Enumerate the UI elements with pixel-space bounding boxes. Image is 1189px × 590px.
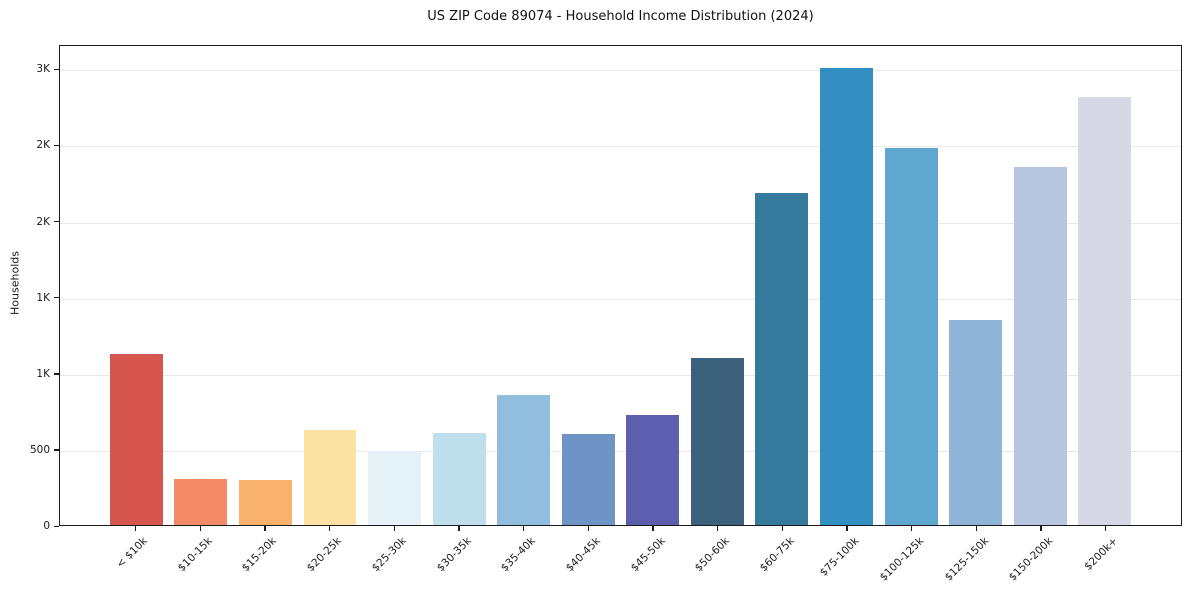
x-tick-mark (199, 526, 201, 531)
y-tick-label: 1K (36, 367, 50, 380)
x-tick-label: $200k+ (1082, 535, 1121, 573)
bar-slot (104, 46, 169, 525)
x-tick-label: $40-45k (563, 535, 603, 575)
bar (497, 394, 551, 525)
bar-slot (943, 46, 1008, 525)
gridline (60, 70, 1181, 72)
x-tick-mark (975, 526, 978, 531)
bar-slot (814, 46, 879, 525)
y-tick-mark (54, 297, 59, 299)
bar-slot (427, 46, 492, 525)
x-tick-label: $25-30k (369, 535, 409, 575)
x-tick-mark (717, 526, 719, 531)
bar (432, 432, 486, 525)
bar-slot (233, 46, 298, 525)
bar (820, 67, 873, 525)
x-tick-mark (134, 526, 137, 531)
bar (1013, 167, 1067, 525)
x-tick-label: $10-15k (175, 535, 215, 575)
chart-title: US ZIP Code 89074 - Household Income Dis… (427, 9, 814, 24)
x-tick-label: $125-150k (942, 535, 991, 584)
bar-slot (879, 46, 944, 525)
x-tick-mark (781, 526, 784, 531)
bar (949, 320, 1003, 525)
bar (174, 478, 228, 525)
bar (884, 148, 938, 525)
bar-slot (750, 46, 815, 525)
x-tick-mark (522, 526, 525, 531)
bar (561, 434, 615, 525)
bar (238, 479, 292, 525)
bar-slot (491, 46, 556, 525)
x-tick-label: $30-35k (434, 535, 474, 575)
y-tick-mark (54, 525, 59, 527)
gridline (60, 450, 1181, 452)
x-tick-label: $15-20k (240, 535, 280, 575)
bar-slot (362, 46, 427, 525)
y-tick-mark (54, 221, 59, 223)
x-tick-label: $75-100k (817, 535, 862, 579)
x-tick-label: $20-25k (304, 535, 344, 575)
plot-area (59, 45, 1182, 526)
bar (755, 193, 809, 525)
x-tick-mark (458, 526, 460, 531)
y-tick-label: 0 (43, 520, 50, 532)
y-tick-mark (54, 449, 59, 451)
x-tick-label: $100-125k (877, 535, 927, 584)
bar-slot (685, 46, 750, 525)
bar-slot (1008, 46, 1073, 525)
x-tick-label: $50-60k (692, 535, 733, 575)
gridline (60, 222, 1181, 224)
x-tick-mark (846, 526, 848, 531)
bars-layer (60, 46, 1181, 525)
y-tick-mark (54, 68, 59, 71)
x-tick-label: $45-50k (628, 535, 668, 575)
x-tick-label: $35-40k (498, 535, 538, 575)
y-tick-label: 3K (36, 63, 50, 76)
x-tick-mark (911, 526, 913, 531)
y-tick-label: 2K (36, 215, 50, 228)
x-tick-mark (1105, 526, 1107, 531)
x-tick-mark (393, 526, 395, 531)
bar (109, 354, 163, 525)
bar (1078, 96, 1132, 525)
x-tick-label: $150-200k (1006, 535, 1056, 584)
x-tick-mark (264, 526, 266, 531)
y-tick-label: 1K (36, 291, 50, 304)
x-tick-mark (652, 526, 654, 531)
x-tick-label: < $10k (114, 535, 150, 571)
bar (690, 358, 744, 525)
y-tick-label: 500 (29, 443, 50, 456)
gridline (60, 298, 1181, 300)
x-tick-mark (328, 526, 331, 531)
y-tick-label: 2K (36, 139, 50, 152)
bar (303, 429, 357, 525)
gridline (60, 146, 1181, 148)
bar-slot (298, 46, 363, 525)
gridline (60, 374, 1181, 376)
bar-slot (169, 46, 234, 525)
y-axis-label: Households (8, 251, 22, 315)
bar (626, 415, 680, 525)
bar-slot (1072, 46, 1137, 525)
y-tick-mark (54, 144, 59, 147)
x-tick-mark (587, 526, 589, 531)
bar-slot (556, 46, 621, 525)
bar (368, 450, 421, 525)
bar-slot (621, 46, 686, 525)
y-tick-mark (54, 373, 59, 375)
x-tick-label: $60-75k (757, 535, 797, 575)
x-tick-mark (1040, 526, 1042, 531)
